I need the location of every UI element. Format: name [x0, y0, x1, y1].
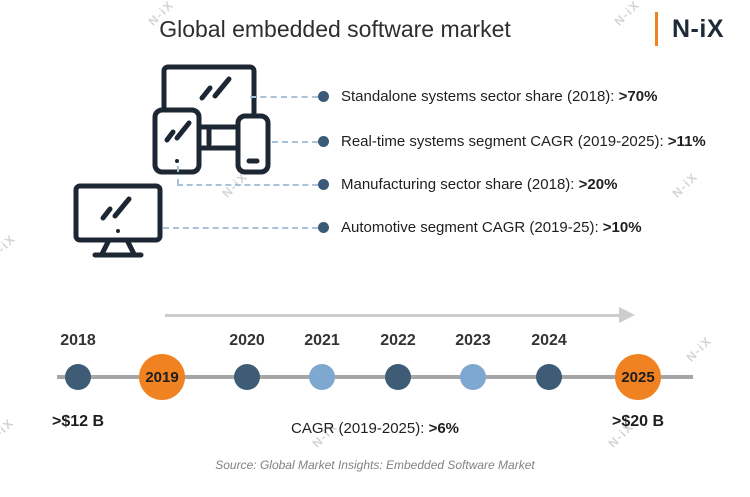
connector-line — [272, 141, 318, 143]
stat-text: Real-time systems segment CAGR (2019-202… — [341, 133, 668, 150]
connector-line — [177, 184, 318, 186]
timeline-dot-2020 — [234, 364, 260, 390]
year-label-2018: 2018 — [60, 332, 96, 349]
company-logo: N-iX — [655, 12, 724, 46]
bullet-dot — [318, 91, 329, 102]
bullet-dot — [318, 179, 329, 190]
stat-label: Manufacturing sector share (2018): >20% — [341, 176, 617, 193]
bullet-dot — [318, 222, 329, 233]
bullet-dot — [318, 136, 329, 147]
stat-item-automotive: Automotive segment CAGR (2019-25): >10% — [318, 219, 642, 236]
logo-text: N-iX — [672, 14, 724, 43]
stat-item-manufacturing: Manufacturing sector share (2018): >20% — [318, 176, 617, 193]
timeline-dot-2021 — [309, 364, 335, 390]
market-value-2025: >$20 B — [611, 413, 665, 430]
logo-divider-bar — [655, 12, 658, 46]
year-label-2023: 2023 — [455, 332, 491, 349]
devices-icon — [152, 64, 272, 176]
milestone-year: 2025 — [621, 368, 655, 386]
timeline-milestone-2019: 2019 — [139, 354, 185, 400]
connector-line — [163, 227, 318, 229]
stat-text: Automotive segment CAGR (2019-25): — [341, 219, 603, 236]
stat-value: >70% — [618, 88, 658, 105]
stat-value: >11% — [667, 133, 706, 150]
timeline-axis — [57, 375, 693, 379]
source-citation: Source: Global Market Insights: Embedded… — [215, 458, 535, 472]
market-value-2018: >$12 B — [51, 413, 105, 430]
connector-line — [250, 96, 318, 98]
timeline-arrowhead-icon — [619, 307, 635, 323]
cagr-value: >6% — [428, 420, 460, 437]
connector-line — [177, 166, 179, 185]
stat-item-standalone: Standalone systems sector share (2018): … — [318, 88, 657, 105]
stat-label: Real-time systems segment CAGR (2019-202… — [341, 133, 706, 150]
cagr-label: CAGR (2019-2025): — [290, 420, 429, 437]
year-label-2020: 2020 — [229, 332, 265, 349]
timeline-milestone-2025: 2025 — [615, 354, 661, 400]
timeline-arrow — [165, 314, 621, 317]
year-label-2022: 2022 — [380, 332, 416, 349]
stat-item-realtime: Real-time systems segment CAGR (2019-202… — [318, 133, 706, 150]
milestone-year: 2019 — [145, 368, 179, 386]
timeline-dot-2022 — [385, 364, 411, 390]
stat-value: >10% — [602, 219, 642, 236]
timeline-dot-2018 — [65, 364, 91, 390]
stat-text: Manufacturing sector share (2018): — [341, 176, 579, 193]
timeline-dot-2024 — [536, 364, 562, 390]
cagr-annotation: CAGR (2019-2025): >6% — [0, 420, 750, 437]
watermark: N-iX — [669, 169, 701, 201]
watermark: N-iX — [0, 231, 19, 263]
stat-label: Standalone systems sector share (2018): … — [341, 88, 657, 105]
year-label-2024: 2024 — [531, 332, 567, 349]
watermark: N-iX — [683, 333, 715, 365]
year-label-2021: 2021 — [304, 332, 340, 349]
timeline-dot-2023 — [460, 364, 486, 390]
stat-label: Automotive segment CAGR (2019-25): >10% — [341, 219, 642, 236]
page-title: Global embedded software market — [159, 16, 511, 42]
stat-value: >20% — [578, 176, 618, 193]
stat-text: Standalone systems sector share (2018): — [341, 88, 619, 105]
monitor-icon — [73, 183, 163, 263]
